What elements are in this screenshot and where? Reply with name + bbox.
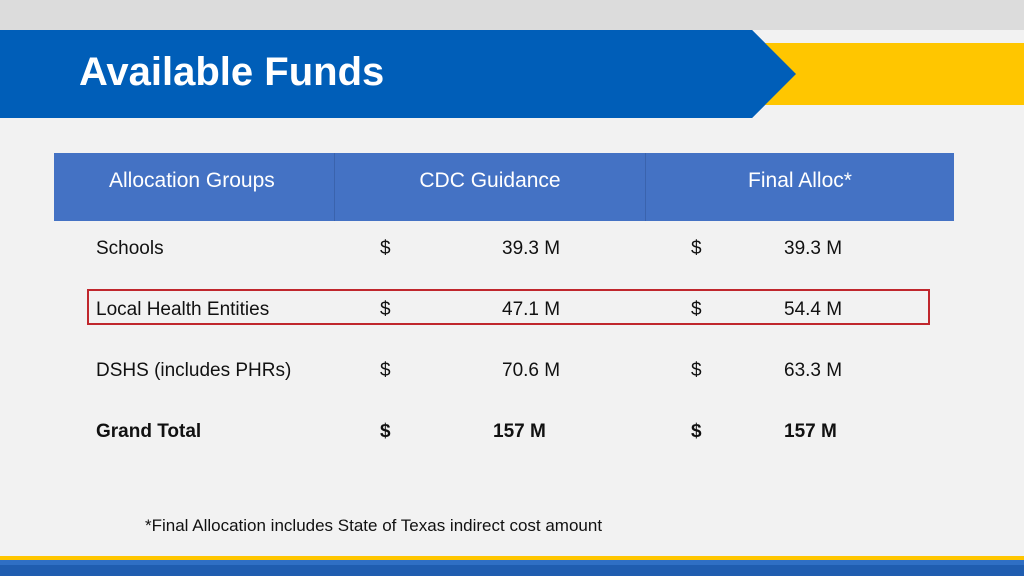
final-value: 39.3 M [784,238,843,259]
header-allocation-groups: Allocation Groups [109,169,275,192]
final-value: 157 M [784,421,837,442]
header-final-alloc: Final Alloc* [645,153,954,221]
footnote: *Final Allocation includes State of Texa… [145,516,603,535]
row-label: Local Health Entities [96,299,270,320]
bottom-bar [0,556,1024,576]
row-label: Schools [96,238,164,259]
page-title: Available Funds [79,50,385,94]
table-row: DSHS (includes PHRs) $ 70.6 M $ 63.3 M [54,352,954,392]
final-currency: $ [691,238,702,259]
final-value: 54.4 M [784,299,843,320]
cdc-value: 47.1 M [502,299,561,320]
cdc-currency: $ [380,421,391,442]
cdc-currency: $ [380,299,391,320]
cdc-currency: $ [380,238,391,259]
final-value: 63.3 M [784,360,843,381]
table-header: Allocation Groups CDC Guidance Final All… [54,153,954,221]
highlight-box [87,289,930,325]
cdc-value: 39.3 M [502,238,561,259]
accent-chevron [760,43,1024,105]
banner-arrow [0,30,796,118]
table-row: Schools $ 39.3 M $ 39.3 M [54,230,954,270]
row-label: Grand Total [96,421,202,442]
cdc-value: 157 M [493,421,546,442]
cdc-currency: $ [380,360,391,381]
top-strip [0,0,1024,30]
funds-table: Allocation Groups CDC Guidance Final All… [54,153,954,442]
table-row-total: Grand Total $ 157 M $ 157 M [54,413,954,453]
final-currency: $ [691,421,702,442]
table-row-highlighted: Local Health Entities $ 47.1 M $ 54.4 M [54,289,954,331]
row-label: DSHS (includes PHRs) [96,360,292,381]
cdc-value: 70.6 M [502,360,561,381]
final-currency: $ [691,360,702,381]
final-currency: $ [691,299,702,320]
header-cdc-guidance: CDC Guidance [334,153,645,221]
